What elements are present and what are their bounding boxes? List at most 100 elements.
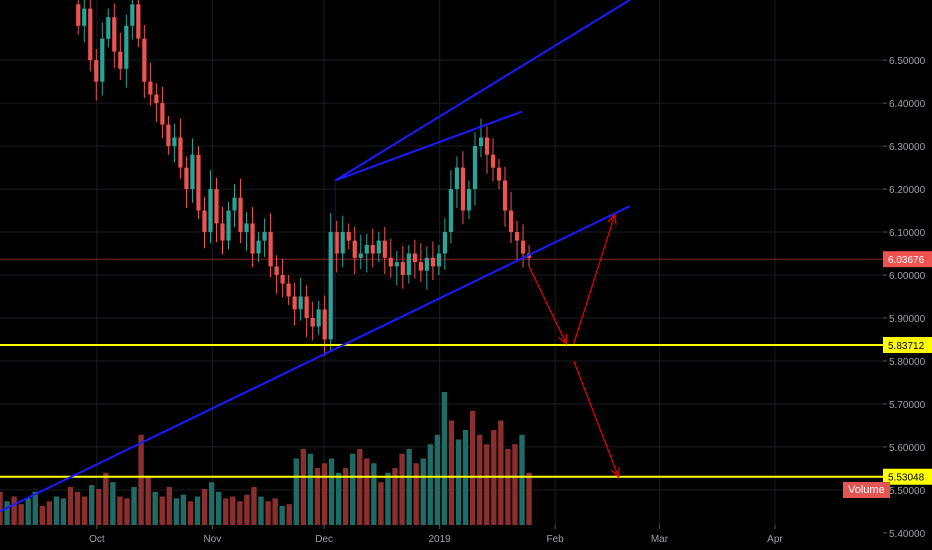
x-tick-label: 2019 (429, 534, 452, 545)
volume-bar (286, 504, 292, 525)
candle-body (220, 223, 225, 241)
candle-body (82, 8, 87, 26)
volume-bar (223, 498, 229, 525)
channel-upper-line[interactable] (334, 0, 631, 182)
volume-bar (350, 453, 356, 525)
volume-bar (145, 477, 151, 525)
candle-body (466, 189, 472, 211)
volume-bar (371, 463, 377, 525)
candle-body (280, 275, 285, 284)
projection-arrows[interactable] (528, 213, 620, 479)
volume-bar (434, 434, 441, 525)
candle-body (496, 167, 502, 181)
candle-body (76, 4, 81, 26)
volume-bar (166, 487, 172, 525)
candle-body (394, 262, 399, 267)
candle-body (316, 309, 321, 327)
volume-bar (215, 491, 222, 525)
volume-bar (25, 498, 31, 525)
volume-bar (131, 487, 137, 525)
volume-bar (89, 485, 95, 525)
volume-bar (194, 496, 201, 525)
candle-body (346, 232, 351, 241)
volume-bar (406, 449, 412, 525)
candle-body (430, 257, 435, 267)
candle-body (520, 240, 526, 254)
channel-lower-line[interactable] (0, 205, 631, 513)
volume-bar (201, 488, 208, 525)
time-axis[interactable]: Oct Nov Dec 2019 Feb Mar Apr (0, 525, 883, 550)
y-tick-label: 6.20000 (889, 185, 926, 196)
candle-body (88, 8, 93, 61)
y-tick-label: 5.90000 (889, 314, 926, 325)
volume-bar (321, 463, 328, 525)
x-tick-label: Dec (315, 534, 333, 545)
volume-bar (110, 482, 116, 525)
candle-body (190, 154, 195, 190)
candle-body (502, 180, 508, 211)
volume-bar (138, 434, 144, 525)
y-tick-label: 5.70000 (889, 400, 926, 411)
candle-body (370, 244, 375, 254)
horizontal-levels[interactable] (0, 258, 883, 478)
candle-body (388, 257, 393, 267)
candle-body (514, 232, 520, 241)
volume-bar (392, 468, 398, 525)
candle-body (124, 25, 129, 69)
volume-bar (469, 411, 476, 525)
candle-body (184, 167, 189, 190)
channel-middle-line[interactable] (334, 110, 522, 182)
volume-bar (357, 449, 363, 525)
candle-body (94, 60, 99, 82)
candle-body (298, 296, 303, 310)
price-axis[interactable]: 6.50000 6.40000 6.30000 6.20000 6.10000 6.000… (883, 0, 932, 550)
y-tick-label: 5.50000 (889, 486, 926, 497)
volume-bar (512, 444, 518, 525)
volume-bar (364, 458, 370, 525)
time-axis-bg (0, 525, 883, 550)
projection-arrow[interactable] (528, 266, 567, 345)
volume-bar (307, 453, 314, 525)
y-tick-label: 6.10000 (889, 228, 926, 239)
grid-lines (0, 0, 883, 534)
volume-bar (39, 506, 46, 525)
price-tag-label: 6.03676 (888, 255, 925, 266)
candle-body (304, 296, 309, 318)
volume-bar (342, 468, 349, 525)
candle-body (454, 167, 460, 190)
candle-body (154, 94, 159, 104)
volume-bar (455, 439, 462, 525)
volume-bar (124, 498, 130, 525)
volume-bar (208, 482, 215, 525)
candle-body (310, 317, 315, 327)
trend-channel[interactable] (0, 0, 631, 513)
volume-bar (96, 488, 102, 525)
candle-body (364, 244, 369, 254)
volume-bar (279, 506, 285, 525)
y-tick-label: 5.60000 (889, 443, 926, 454)
candle-body (208, 189, 213, 233)
volume-bar (385, 472, 391, 525)
candle-body (106, 17, 111, 39)
candle-body (484, 137, 490, 155)
candle-body (274, 266, 279, 275)
candle-body (238, 197, 243, 233)
price-tag-label: 5.83712 (888, 341, 925, 352)
volume-bar (117, 496, 123, 525)
candle-body (262, 232, 267, 241)
candle-body (172, 137, 177, 147)
projection-arrow[interactable] (573, 214, 616, 344)
candle-body (508, 210, 514, 233)
candlesticks (76, 0, 532, 356)
volume-bar (46, 501, 53, 525)
volume-bar (32, 491, 38, 525)
projection-arrow[interactable] (573, 360, 620, 478)
candle-body (226, 210, 231, 241)
y-tick-label: 5.80000 (889, 357, 926, 368)
volume-bar (159, 496, 165, 525)
candle-body (358, 253, 363, 258)
volume-bar (519, 434, 525, 525)
volume-bar (505, 449, 511, 525)
y-tick-label: 6.40000 (889, 99, 926, 110)
